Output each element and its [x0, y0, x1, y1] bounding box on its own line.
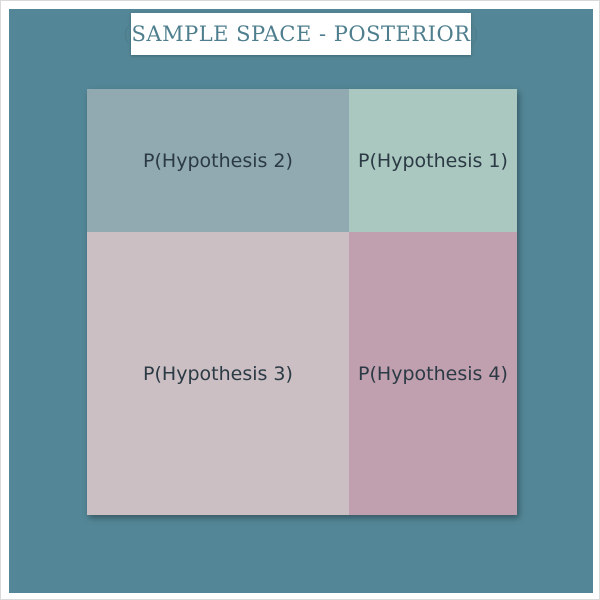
region-hypothesis-1: P(Hypothesis 1): [349, 89, 517, 232]
region-hypothesis-3: P(Hypothesis 3): [87, 232, 349, 515]
region-hypothesis-4: P(Hypothesis 4): [349, 232, 517, 515]
diagram-title: (SAMPLE SPACE - POSTERIOR): [122, 22, 480, 46]
region-hypothesis-2: P(Hypothesis 2): [87, 89, 349, 232]
region-label-hypothesis-3: P(Hypothesis 3): [143, 362, 293, 385]
sample-space-square: P(Hypothesis 2) P(Hypothesis 1) P(Hypoth…: [87, 89, 517, 515]
region-label-hypothesis-2: P(Hypothesis 2): [143, 149, 293, 172]
region-label-hypothesis-1: P(Hypothesis 1): [358, 149, 508, 172]
title-banner: (SAMPLE SPACE - POSTERIOR): [123, 13, 479, 55]
diagram-background: (SAMPLE SPACE - POSTERIOR) P(Hypothesis …: [9, 9, 593, 593]
region-label-hypothesis-4: P(Hypothesis 4): [358, 362, 508, 385]
